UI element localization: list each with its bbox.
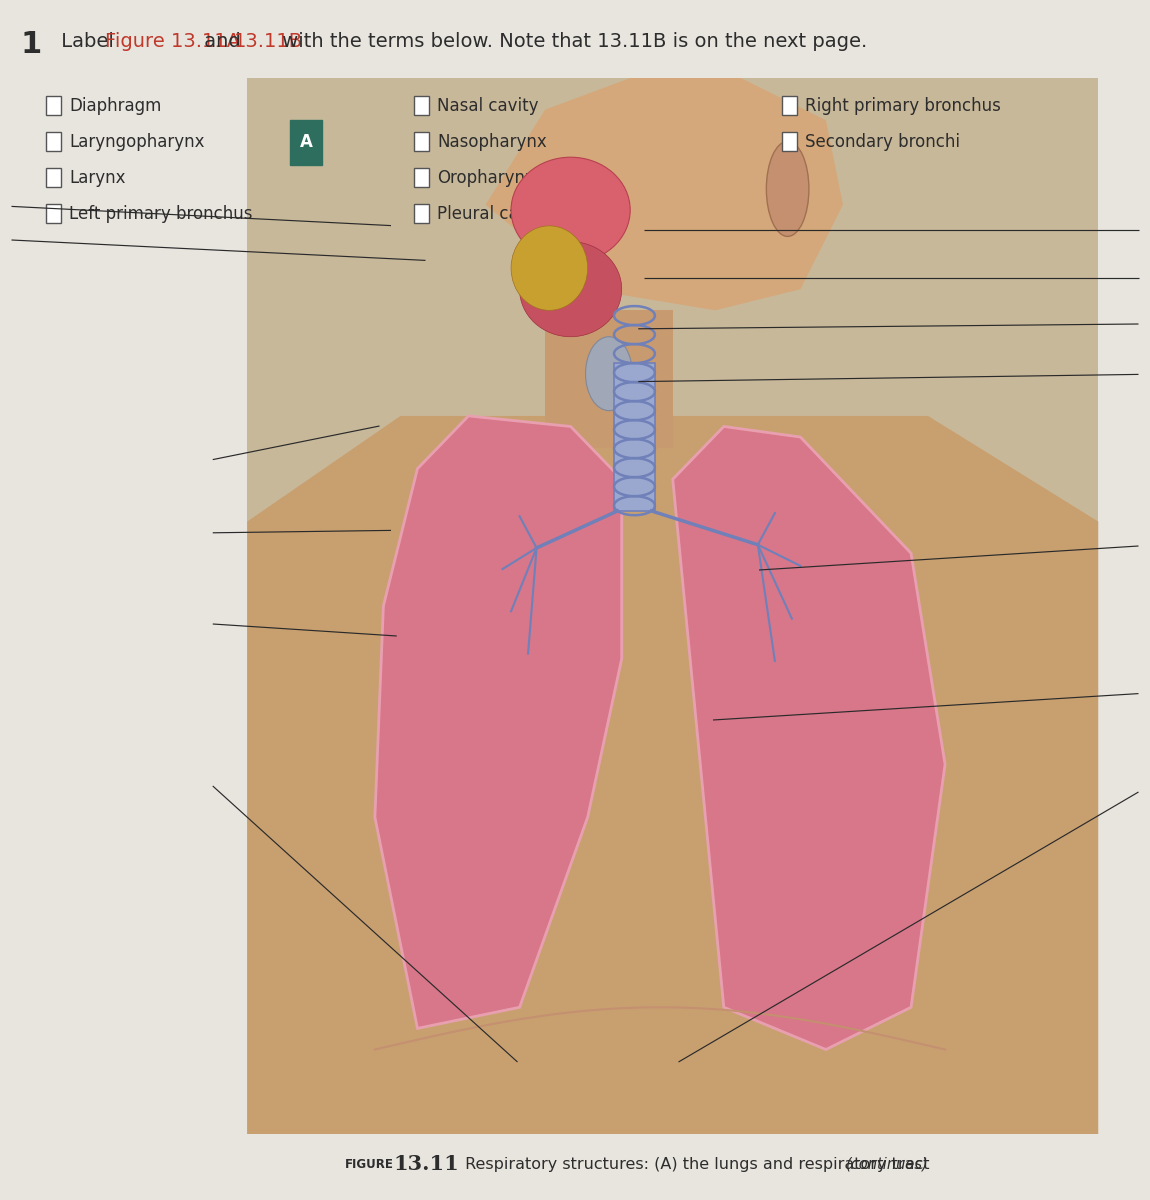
Text: Diaphragm: Diaphragm	[69, 96, 161, 114]
Text: with the terms below. Note that 13.11B is on the next page.: with the terms below. Note that 13.11B i…	[276, 32, 867, 52]
Ellipse shape	[511, 226, 588, 311]
Bar	[414, 96, 429, 115]
Text: and: and	[198, 32, 247, 52]
Text: Secondary bronchi: Secondary bronchi	[805, 132, 960, 150]
Text: A: A	[299, 133, 313, 151]
Text: Label: Label	[55, 32, 121, 52]
FancyBboxPatch shape	[290, 120, 322, 164]
Bar	[414, 204, 429, 223]
Text: Respiratory structures: (A) the lungs and respiratory tract: Respiratory structures: (A) the lungs an…	[460, 1157, 935, 1171]
Text: (continues): (continues)	[846, 1157, 928, 1171]
Bar	[46, 168, 61, 187]
Polygon shape	[545, 311, 673, 448]
Bar	[414, 132, 429, 151]
Bar	[782, 96, 797, 115]
Text: Oropharynx: Oropharynx	[437, 168, 535, 186]
Polygon shape	[673, 426, 945, 1050]
Text: FIGURE: FIGURE	[345, 1158, 393, 1170]
Text: Left primary bronchus: Left primary bronchus	[69, 204, 253, 222]
Ellipse shape	[766, 142, 808, 236]
Bar	[247, 78, 1098, 1134]
Text: Laryngopharynx: Laryngopharynx	[69, 132, 205, 150]
Text: Right primary bronchus: Right primary bronchus	[805, 96, 1000, 114]
Text: 1: 1	[21, 30, 41, 59]
Ellipse shape	[520, 241, 622, 337]
Bar	[46, 204, 61, 223]
Ellipse shape	[585, 337, 633, 410]
Bar	[614, 364, 654, 511]
Ellipse shape	[511, 157, 630, 263]
Text: Nasal cavity: Nasal cavity	[437, 96, 538, 114]
Text: Nasopharynx: Nasopharynx	[437, 132, 546, 150]
Polygon shape	[247, 416, 1098, 1134]
Bar	[46, 96, 61, 115]
Bar	[782, 132, 797, 151]
Polygon shape	[375, 416, 622, 1028]
Text: Figure 13.11A: Figure 13.11A	[105, 32, 240, 52]
Polygon shape	[485, 78, 843, 311]
Text: Larynx: Larynx	[69, 168, 125, 186]
Text: 13.11B: 13.11B	[233, 32, 302, 52]
Text: 13.11: 13.11	[393, 1154, 459, 1174]
Bar	[414, 168, 429, 187]
Text: Pleural cavity: Pleural cavity	[437, 204, 550, 222]
Bar	[46, 132, 61, 151]
